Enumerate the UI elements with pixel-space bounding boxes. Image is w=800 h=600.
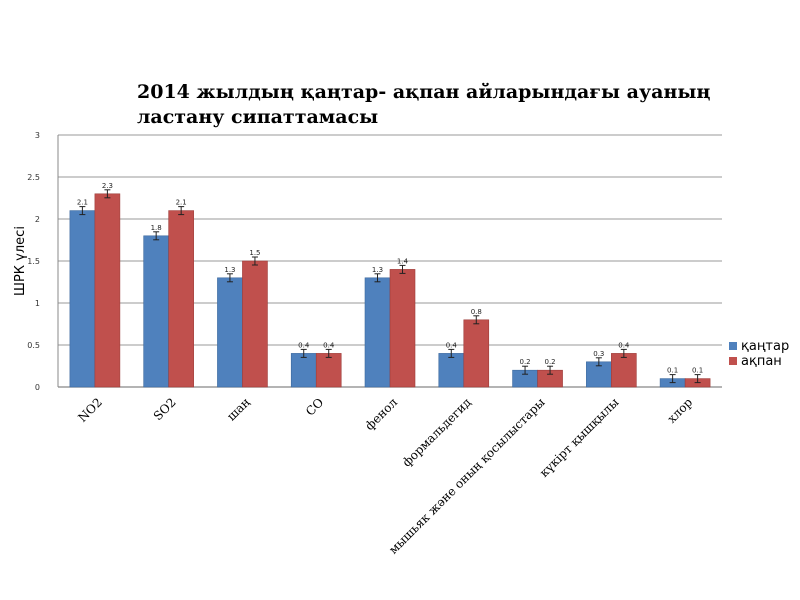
data-label: 0.2	[519, 358, 530, 366]
data-label: 1.3	[372, 266, 383, 274]
chart-title: 2014 жылдың қаңтар- ақпан айларындағы ау…	[137, 81, 711, 128]
y-tick-label: 2.5	[27, 173, 40, 182]
data-label: 0.8	[471, 308, 482, 316]
x-tick-label: фенол	[362, 395, 400, 433]
legend-label: қаңтар	[741, 339, 789, 354]
data-label: 0.4	[298, 341, 310, 349]
y-tick-label: 0	[35, 383, 40, 392]
data-label: 0.4	[618, 341, 630, 349]
x-tick-label: күкірт қышқылы	[537, 395, 622, 480]
data-label: 2.3	[102, 182, 113, 190]
y-tick-label: 1.5	[27, 257, 40, 266]
legend-swatch	[729, 342, 737, 350]
x-tick-label: NO2	[75, 395, 105, 425]
x-tick-label: хлор	[665, 395, 696, 426]
y-tick-label: 0.5	[27, 341, 40, 350]
data-label: 1.8	[151, 224, 162, 232]
bar-series2	[242, 260, 268, 388]
data-label: 2.1	[77, 199, 88, 207]
bar-series2	[611, 353, 637, 388]
data-label: 0.1	[692, 367, 703, 375]
data-label: 0.4	[446, 341, 458, 349]
data-label: 2.1	[176, 199, 187, 207]
y-tick-label: 1	[35, 299, 40, 308]
bar-series2	[94, 193, 121, 388]
data-label: 0.2	[544, 358, 555, 366]
bar-series2	[463, 319, 490, 388]
legend-label: ақпан	[741, 354, 782, 369]
bar-series2	[315, 353, 342, 388]
bars-layer: 2.1 1.8 1.3 0.4 1.3 0.4 0.2 0.3 0.1 2.3 2.1 1.5 0.4 1…	[69, 182, 711, 388]
data-label: 1.3	[224, 266, 235, 274]
bar-series1	[364, 277, 391, 388]
x-tick-label: мышьяк және оның қосылыстары	[386, 395, 548, 557]
legend-swatch	[729, 357, 737, 365]
bar-series2	[389, 269, 416, 388]
bar-series2	[168, 210, 194, 388]
data-label: 0.1	[667, 367, 678, 375]
bar-series1	[143, 235, 169, 388]
x-tick-label: CO	[303, 395, 326, 418]
y-axis-ticks: 0 0.5 1 1.5 2 2.5 3	[27, 131, 40, 392]
bar-series1	[69, 210, 96, 388]
data-label: 0.3	[593, 350, 604, 358]
bar-series1	[290, 353, 317, 388]
data-label: 0.4	[323, 341, 335, 349]
y-axis-label: ШРК үлесі	[13, 226, 28, 296]
x-tick-label: шаң	[224, 395, 253, 424]
y-tick-label: 2	[35, 215, 40, 224]
bar-series1	[438, 353, 465, 388]
y-tick-label: 3	[35, 131, 40, 140]
data-label: 1.5	[249, 249, 260, 257]
x-tick-label: формальдегид	[400, 395, 474, 469]
bar-series1	[217, 277, 243, 388]
data-label: 1.4	[397, 257, 409, 265]
x-tick-label: SO2	[151, 395, 179, 423]
